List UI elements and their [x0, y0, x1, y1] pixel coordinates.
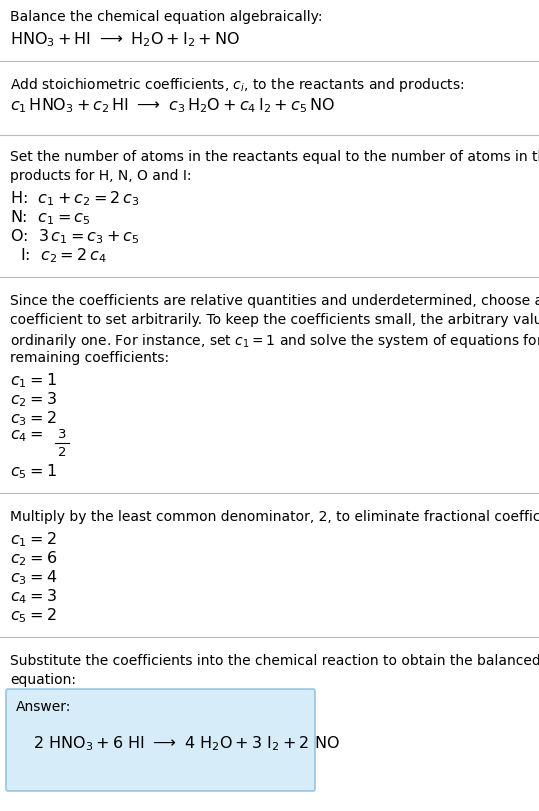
Text: $c_3 = 2$: $c_3 = 2$ [10, 409, 57, 427]
Text: $c_3 = 4$: $c_3 = 4$ [10, 568, 57, 586]
Text: Since the coefficients are relative quantities and underdetermined, choose a: Since the coefficients are relative quan… [10, 294, 539, 307]
Text: Multiply by the least common denominator, 2, to eliminate fractional coefficient: Multiply by the least common denominator… [10, 509, 539, 523]
Text: $c_2 = 6$: $c_2 = 6$ [10, 548, 57, 567]
Text: I:  $c_2 = 2\,c_4$: I: $c_2 = 2\,c_4$ [10, 246, 107, 264]
Text: O:  $3\,c_1 = c_3 + c_5$: O: $3\,c_1 = c_3 + c_5$ [10, 227, 140, 246]
Text: $c_5 = 1$: $c_5 = 1$ [10, 461, 57, 480]
FancyBboxPatch shape [6, 689, 315, 791]
Text: products for H, N, O and I:: products for H, N, O and I: [10, 169, 191, 182]
Text: Add stoichiometric coefficients, $c_i$, to the reactants and products:: Add stoichiometric coefficients, $c_i$, … [10, 76, 465, 94]
Text: Substitute the coefficients into the chemical reaction to obtain the balanced: Substitute the coefficients into the che… [10, 653, 539, 667]
Text: 2: 2 [58, 446, 66, 459]
Text: coefficient to set arbitrarily. To keep the coefficients small, the arbitrary va: coefficient to set arbitrarily. To keep … [10, 312, 539, 327]
Text: $c_2 = 3$: $c_2 = 3$ [10, 389, 57, 408]
Text: $\mathrm{2\ HNO_3 + 6\ HI\ \longrightarrow\ 4\ H_2O + 3\ I_2 + 2\ NO}$: $\mathrm{2\ HNO_3 + 6\ HI\ \longrightarr… [33, 733, 340, 752]
Text: remaining coefficients:: remaining coefficients: [10, 350, 169, 365]
Text: Balance the chemical equation algebraically:: Balance the chemical equation algebraica… [10, 10, 322, 24]
Text: 3: 3 [58, 428, 66, 441]
Text: H:  $c_1 + c_2 = 2\,c_3$: H: $c_1 + c_2 = 2\,c_3$ [10, 189, 139, 208]
Text: Answer:: Answer: [16, 699, 71, 713]
Text: equation:: equation: [10, 672, 76, 686]
Text: $c_1 = 1$: $c_1 = 1$ [10, 371, 57, 389]
Text: $c_4 = $: $c_4 = $ [10, 427, 43, 443]
Text: Set the number of atoms in the reactants equal to the number of atoms in the: Set the number of atoms in the reactants… [10, 150, 539, 164]
Text: $c_5 = 2$: $c_5 = 2$ [10, 605, 57, 624]
Text: N:  $c_1 = c_5$: N: $c_1 = c_5$ [10, 208, 91, 226]
Text: $\mathrm{HNO_3 + HI\ \longrightarrow\ H_2O + I_2 + NO}$: $\mathrm{HNO_3 + HI\ \longrightarrow\ H_… [10, 30, 240, 49]
Text: $c_1 = 2$: $c_1 = 2$ [10, 530, 57, 548]
Text: $c_4 = 3$: $c_4 = 3$ [10, 586, 57, 605]
Text: $c_1\,\mathrm{HNO_3} + c_2\,\mathrm{HI}\ \longrightarrow\ c_3\,\mathrm{H_2O} + c: $c_1\,\mathrm{HNO_3} + c_2\,\mathrm{HI}\… [10, 96, 335, 114]
Text: ordinarily one. For instance, set $c_1 = 1$ and solve the system of equations fo: ordinarily one. For instance, set $c_1 =… [10, 332, 539, 350]
